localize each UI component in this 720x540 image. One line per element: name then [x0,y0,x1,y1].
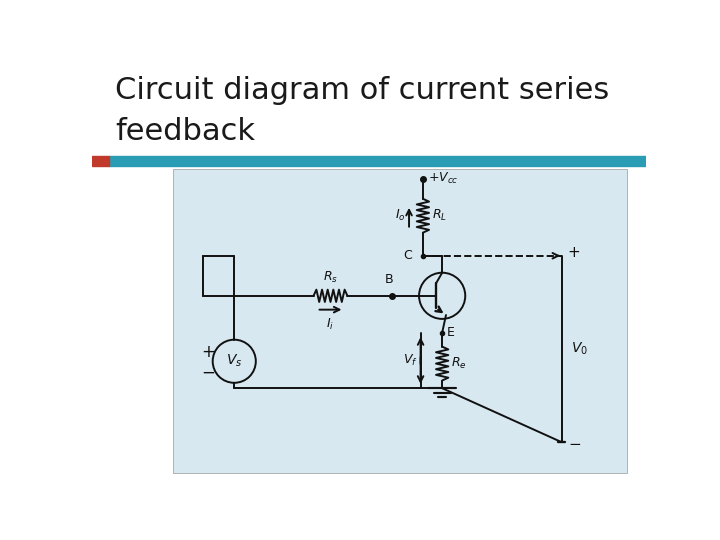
Text: Circuit diagram of current series: Circuit diagram of current series [115,76,609,105]
Bar [109,156,647,166]
Text: $R_e$: $R_e$ [451,356,467,371]
Text: +: + [201,343,215,361]
Text: $V_s$: $V_s$ [226,353,243,369]
Bar [92,156,109,166]
Text: $V_0$: $V_0$ [571,341,588,357]
Text: E: E [447,326,454,339]
Text: C: C [403,249,412,262]
Text: $-$: $-$ [201,363,215,381]
Text: $V_f$: $V_f$ [402,353,418,368]
Bar [173,168,627,473]
Text: $+V_{cc}$: $+V_{cc}$ [428,171,458,186]
Text: $R_L$: $R_L$ [432,208,447,223]
Text: $R_s$: $R_s$ [323,270,338,285]
Text: B: B [384,273,393,286]
Text: +: + [567,245,580,260]
Text: $I_o$: $I_o$ [395,208,406,223]
Text: $I_i$: $I_i$ [326,318,335,333]
Text: feedback: feedback [115,117,255,146]
Text: $-$: $-$ [567,435,581,450]
